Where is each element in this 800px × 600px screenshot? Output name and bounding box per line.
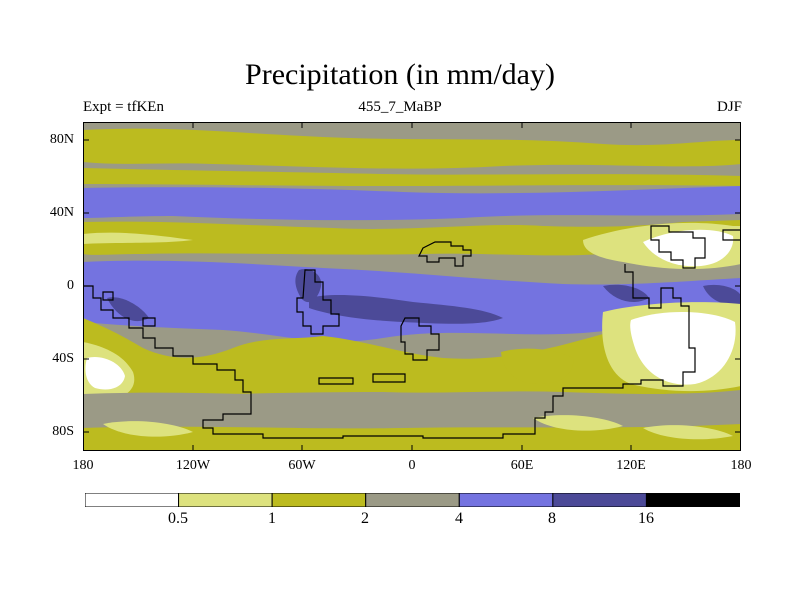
coast-island-2 [142,317,156,327]
lon-label: 120W [175,458,211,473]
lon-label: 120E [616,458,646,473]
lat-label: 0 [67,278,74,293]
lon-label: 60E [510,458,534,473]
south-america-white [85,356,125,390]
coast-island-5 [722,229,741,241]
colorbar-swatch [178,492,273,508]
antarctic-light-3 [643,425,733,440]
lat-label: 80S [52,424,74,439]
lat-label: 40S [52,351,74,366]
tick-marks [83,122,741,451]
lat-label: 80N [49,132,74,147]
colorbar-label: 2 [361,510,369,527]
subtropical-south [83,308,741,397]
coast-island-4 [372,373,406,383]
coast-north-china [650,225,706,269]
coast-island-3 [318,377,354,385]
coastlines [83,225,741,439]
antarctic-yellow [83,424,741,451]
colorbar-swatches [84,492,741,508]
lat-label: 40N [49,205,74,220]
itcz-deep-1 [309,295,503,324]
antarctic-light-1 [103,421,193,437]
subtropical-north-light [83,232,193,244]
colorbar-label: 8 [548,510,556,527]
coast-africa [400,317,440,361]
experiment-label: Expt = tfKEn [83,99,164,115]
colorbar-label: 16 [638,510,654,527]
colorbar-swatch [365,492,460,508]
africa-south-yellow [501,348,574,384]
itcz-deep-3 [107,297,149,322]
lon-label: 60W [288,458,316,473]
colorbar-swatch [458,492,554,508]
precipitation-map [83,122,741,451]
itcz-blue [83,260,741,342]
coast-gondwana [83,264,696,439]
colorbar-swatch [552,492,647,508]
period-label: 455_7_MaBP [358,99,442,115]
coast-island-1 [102,291,114,301]
coast-north-africa [418,241,472,267]
lon-label: 180 [730,458,752,473]
map-canvas [83,122,741,451]
colorbar-label: 0.5 [168,510,188,527]
asia-white [643,229,734,267]
subtropical-north [83,220,741,256]
lon-label: 180 [72,458,94,473]
colorbar-swatch [84,492,180,508]
coast-south-america [296,269,340,335]
arctic-olive-band [83,168,741,186]
colorbar-label: 1 [268,510,276,527]
colorbar-label: 4 [455,510,463,527]
colorbar-swatch [271,492,367,508]
itcz-deep-5 [703,284,741,306]
antarctic-light-2 [533,415,623,431]
map-title: Precipitation (in mm/day) [245,58,555,91]
colorbar-swatch [645,492,741,508]
lon-label: 0 [408,458,416,473]
season-label: DJF [716,99,742,115]
arctic-yellow-band [83,128,741,169]
australia-white [630,311,736,385]
colorbar [84,492,741,508]
storm-track-north [83,186,741,221]
